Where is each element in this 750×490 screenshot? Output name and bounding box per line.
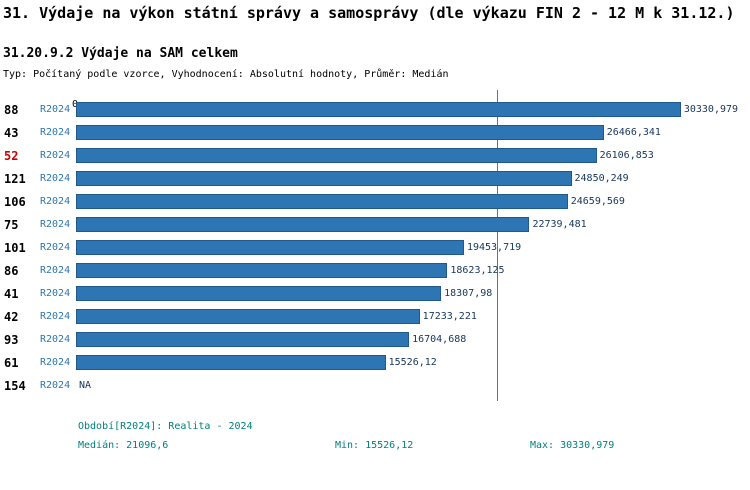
row-period-label: R2024 bbox=[40, 219, 71, 230]
bar-track: 17233,221 bbox=[76, 309, 750, 324]
row-id: 154 bbox=[4, 378, 26, 393]
bar bbox=[76, 171, 572, 186]
table-row: 101 R2024 19453,719 bbox=[0, 236, 750, 259]
table-row: 43 R2024 26466,341 bbox=[0, 121, 750, 144]
axis-zero-label: 0 bbox=[72, 98, 78, 112]
bar bbox=[76, 125, 604, 140]
bar-track: 26106,853 bbox=[76, 148, 750, 163]
row-id: 61 bbox=[4, 355, 19, 370]
bar-value: 15526,12 bbox=[388, 357, 437, 368]
row-period-label: R2024 bbox=[40, 380, 71, 391]
bar-value: 24850,249 bbox=[574, 173, 629, 184]
median-line bbox=[496, 90, 498, 401]
row-period-label: R2024 bbox=[40, 357, 71, 368]
table-row: 61 R2024 15526,12 bbox=[0, 351, 750, 374]
bar bbox=[76, 332, 410, 347]
footer-median: Medián: 21096,6 bbox=[78, 440, 169, 451]
bar-value: 26466,341 bbox=[606, 127, 661, 138]
bar bbox=[76, 355, 386, 370]
row-id: 86 bbox=[4, 263, 19, 278]
footer-max: Max: 30330,979 bbox=[530, 440, 615, 451]
row-id: 75 bbox=[4, 217, 19, 232]
row-period-label: R2024 bbox=[40, 288, 71, 299]
bar-value: 17233,221 bbox=[422, 311, 477, 322]
bar-value: 18307,98 bbox=[444, 288, 493, 299]
table-row: 41 R2024 18307,98 bbox=[0, 282, 750, 305]
row-period-label: R2024 bbox=[40, 196, 71, 207]
table-row: 52 R2024 26106,853 bbox=[0, 144, 750, 167]
bar-track: 18307,98 bbox=[76, 286, 750, 301]
bar-track: 16704,688 bbox=[76, 332, 750, 347]
bar-track: 26466,341 bbox=[76, 125, 750, 140]
bar-chart: 0 88 R2024 30330,979 43 R2024 26466,341 … bbox=[0, 90, 750, 401]
bar-value: 22739,481 bbox=[532, 219, 587, 230]
row-period-label: R2024 bbox=[40, 173, 71, 184]
row-period-label: R2024 bbox=[40, 265, 71, 276]
bar-track: 24850,249 bbox=[76, 171, 750, 186]
bar-value: NA bbox=[79, 380, 92, 391]
row-period-label: R2024 bbox=[40, 334, 71, 345]
table-row: 42 R2024 17233,221 bbox=[0, 305, 750, 328]
row-id: 41 bbox=[4, 286, 19, 301]
bar-value: 16704,688 bbox=[412, 334, 467, 345]
indicator-title: 31.20.9.2 Výdaje na SAM celkem bbox=[3, 46, 238, 61]
row-period-label: R2024 bbox=[40, 242, 71, 253]
table-row: 88 R2024 30330,979 bbox=[0, 98, 750, 121]
row-period-label: R2024 bbox=[40, 150, 71, 161]
footer-min: Min: 15526,12 bbox=[335, 440, 414, 451]
plot-rows: 88 R2024 30330,979 43 R2024 26466,341 52… bbox=[0, 90, 750, 401]
bar-value: 26106,853 bbox=[599, 150, 654, 161]
footer-period: Období[R2024]: Realita - 2024 bbox=[78, 421, 253, 432]
row-period-label: R2024 bbox=[40, 104, 71, 115]
row-id: 43 bbox=[4, 125, 19, 140]
bar bbox=[76, 148, 597, 163]
table-row: 121 R2024 24850,249 bbox=[0, 167, 750, 190]
row-id: 52 bbox=[4, 148, 19, 163]
bar-value: 18623,125 bbox=[450, 265, 505, 276]
table-row: 93 R2024 16704,688 bbox=[0, 328, 750, 351]
bar-track: 22739,481 bbox=[76, 217, 750, 232]
chart-footer: Období[R2024]: Realita - 2024 Medián: 21… bbox=[78, 417, 750, 455]
table-row: 75 R2024 22739,481 bbox=[0, 213, 750, 236]
bar-track: NA bbox=[76, 378, 750, 393]
row-period-label: R2024 bbox=[40, 127, 71, 138]
bar-track: 24659,569 bbox=[76, 194, 750, 209]
bar bbox=[76, 217, 530, 232]
bar bbox=[76, 263, 448, 278]
row-period-label: R2024 bbox=[40, 311, 71, 322]
bar-value: 19453,719 bbox=[466, 242, 522, 253]
bar-value: 24659,569 bbox=[570, 196, 625, 207]
row-id: 42 bbox=[4, 309, 19, 324]
row-id: 88 bbox=[4, 102, 19, 117]
bar-track: 19453,719 bbox=[76, 240, 750, 255]
bar bbox=[76, 309, 420, 324]
row-id: 121 bbox=[4, 171, 26, 186]
footer-stats: Medián: 21096,6 Min: 15526,12 Max: 30330,9… bbox=[78, 436, 750, 455]
bar-track: 15526,12 bbox=[76, 355, 750, 370]
table-row: 106 R2024 24659,569 bbox=[0, 190, 750, 213]
row-id: 106 bbox=[4, 194, 26, 209]
bar bbox=[76, 102, 681, 117]
bar bbox=[76, 240, 464, 255]
table-row: 154 R2024 NA bbox=[0, 374, 750, 397]
page-title: 31. Výdaje na výkon státní správy a samo… bbox=[3, 4, 735, 22]
indicator-meta: Typ: Počítaný podle vzorce, Vyhodnocení:… bbox=[3, 69, 449, 80]
row-id: 101 bbox=[4, 240, 26, 255]
bar bbox=[76, 194, 568, 209]
bar-value: 30330,979 bbox=[683, 104, 739, 115]
row-id: 93 bbox=[4, 332, 19, 347]
bar-track: 30330,979 bbox=[76, 102, 750, 117]
table-row: 86 R2024 18623,125 bbox=[0, 259, 750, 282]
bar bbox=[76, 286, 442, 301]
bar-track: 18623,125 bbox=[76, 263, 750, 278]
